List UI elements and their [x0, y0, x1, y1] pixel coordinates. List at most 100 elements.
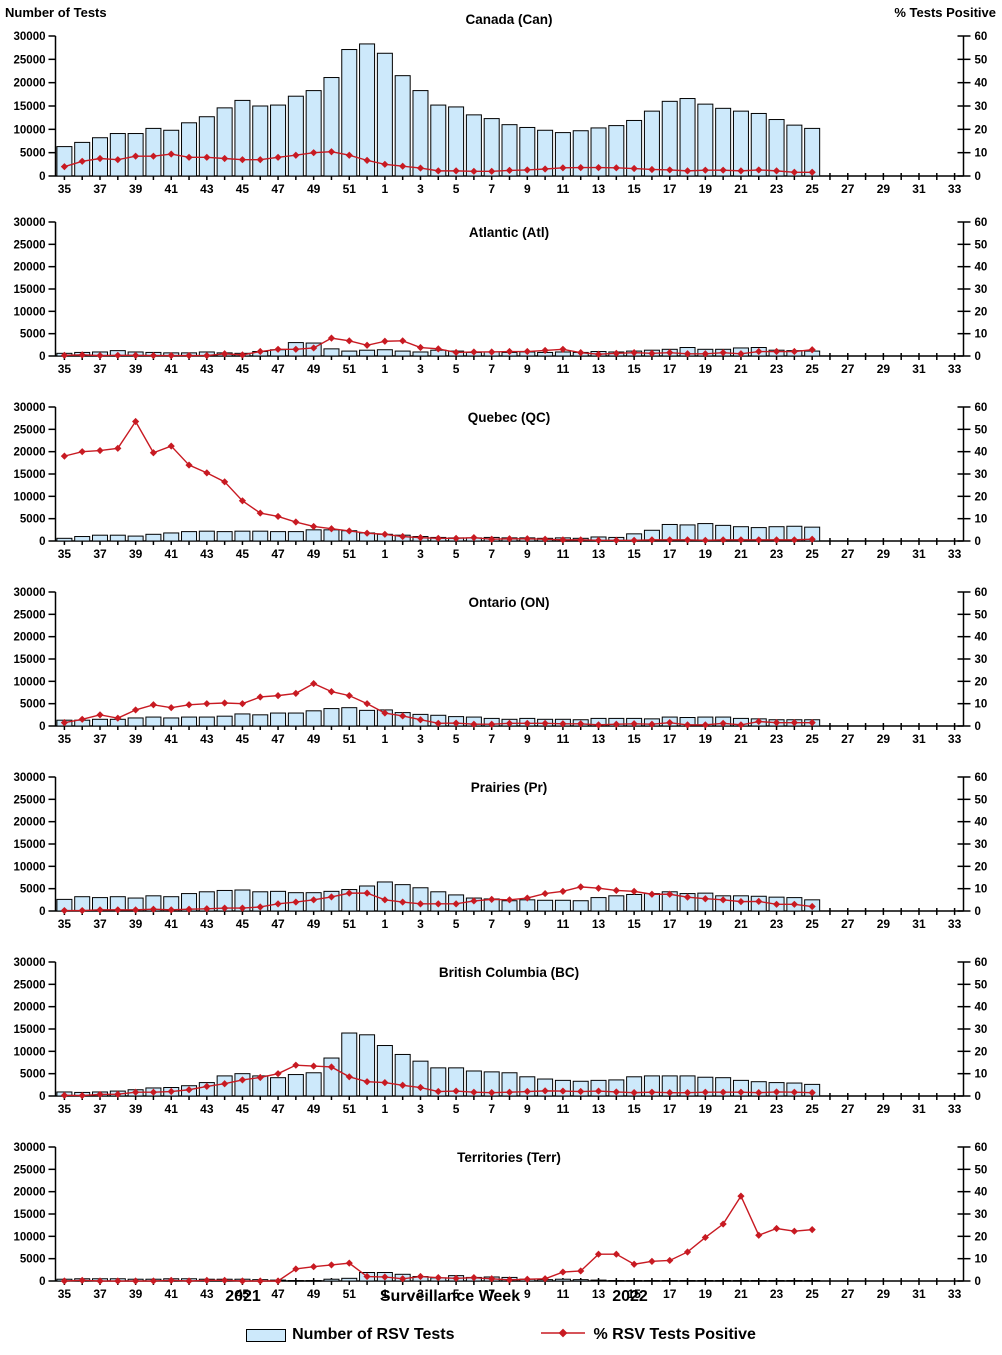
x-tick-label: 37: [93, 182, 107, 196]
right-tick-label: 40: [975, 632, 988, 644]
x-tick-label: 39: [129, 182, 143, 196]
left-axis-title: Number of Tests: [5, 5, 107, 20]
chart-panel-7: Territories (Terr) 0 5000 10000 15000 20000 25…: [14, 1142, 988, 1301]
x-tick-label: 39: [129, 547, 143, 561]
left-tick-label: 20000: [14, 1002, 46, 1014]
x-tick-label: 33: [948, 362, 962, 376]
x-tick-label: 43: [200, 547, 214, 561]
x-tick-label: 33: [948, 917, 962, 931]
x-tick-label: 23: [770, 1102, 784, 1116]
x-tick-label: 39: [129, 1287, 143, 1301]
left-tick-label: 25000: [14, 239, 46, 251]
x-tick-label: 47: [271, 732, 285, 746]
pct-positive-line: [64, 1194, 813, 1282]
axes: [48, 221, 971, 360]
chart-panel-1: Canada (Can)0500010000150002000025000300…: [14, 12, 988, 196]
x-tick-label: 31: [912, 1102, 926, 1116]
left-tick-label: 5000: [20, 514, 46, 526]
x-tick-label: 27: [841, 917, 855, 931]
x-tick-label: 9: [524, 547, 531, 561]
x-tick-label: 27: [841, 1287, 855, 1301]
x-tick-label: 29: [877, 547, 891, 561]
x-tick-label: 31: [912, 917, 926, 931]
panel-title: Canada (Can): [465, 12, 552, 27]
x-tick-label: 39: [129, 917, 143, 931]
x-tick-label: 7: [488, 182, 495, 196]
x-tick-label: 47: [271, 917, 285, 931]
x-tick-label: 1: [382, 917, 389, 931]
x-tick-label: 39: [129, 362, 143, 376]
left-tick-label: 0: [39, 171, 45, 183]
left-tick-label: 30000: [14, 1142, 46, 1154]
pct-positive-line: [64, 420, 813, 542]
x-tick-label: 23: [770, 182, 784, 196]
right-tick-label: 40: [975, 817, 988, 829]
x-tick-label: 29: [877, 362, 891, 376]
x-tick-label: 11: [557, 732, 570, 746]
right-tick-label: 10: [975, 329, 988, 341]
right-tick-label: 40: [975, 78, 988, 90]
left-tick-label: 0: [39, 536, 45, 548]
left-tick-label: 25000: [14, 794, 46, 806]
left-tick-label: 20000: [14, 447, 46, 459]
panel-title: British Columbia (BC): [439, 965, 579, 980]
x-tick-label: 39: [129, 1102, 143, 1116]
x-tick-label: 51: [343, 362, 357, 376]
x-tick-label: 19: [699, 1287, 713, 1301]
x-tick-label: 13: [592, 1102, 606, 1116]
x-tick-label: 5: [453, 732, 460, 746]
left-tick-label: 5000: [20, 148, 46, 160]
right-tick-label: 50: [975, 1164, 988, 1176]
left-tick-label: 20000: [14, 262, 46, 274]
x-tick-label: 47: [271, 182, 285, 196]
x-tick-label: 7: [488, 732, 495, 746]
x-tick-label: 15: [627, 182, 641, 196]
right-tick-label: 30: [975, 101, 988, 113]
x-tick-label: 15: [627, 1287, 641, 1301]
right-tick-label: 40: [975, 1187, 988, 1199]
x-tick-label: 47: [271, 362, 285, 376]
x-tick-label: 43: [200, 182, 214, 196]
right-tick-label: 30: [975, 1209, 988, 1221]
left-tick-label: 20000: [14, 78, 46, 90]
x-tick-label: 15: [627, 732, 641, 746]
legend-bar-label: Number of RSV Tests: [292, 1326, 455, 1343]
x-tick-label: 51: [343, 732, 357, 746]
x-tick-label: 25: [805, 1102, 819, 1116]
x-tick-label: 25: [805, 547, 819, 561]
right-tick-label: 20: [975, 861, 988, 873]
x-tick-label: 21: [734, 547, 748, 561]
pct-positive-markers: [60, 148, 816, 176]
x-tick-label: 3: [417, 732, 424, 746]
x-tick-label: 23: [770, 1287, 784, 1301]
x-tick-label: 15: [627, 1102, 641, 1116]
x-axis-title: Surveillance Week: [379, 1288, 521, 1305]
right-tick-label: 50: [975, 424, 988, 436]
x-tick-label: 9: [524, 182, 531, 196]
x-tick-label: 29: [877, 1287, 891, 1301]
right-tick-label: 60: [975, 402, 988, 414]
right-tick-label: 10: [975, 1069, 988, 1081]
pct-positive-markers: [60, 1192, 816, 1285]
x-tick-label: 21: [734, 1102, 748, 1116]
x-tick-label: 1: [382, 182, 389, 196]
left-tick-label: 15000: [14, 1209, 46, 1221]
x-tick-label: 37: [93, 362, 107, 376]
left-tick-label: 10000: [14, 1046, 46, 1058]
x-tick-label: 41: [165, 182, 179, 196]
x-axis-footer: 2021 Surveillance Week 2022: [0, 1288, 1002, 1310]
x-tick-label: 21: [734, 362, 748, 376]
left-tick-label: 0: [39, 1276, 45, 1288]
line-swatch-icon: [539, 1326, 587, 1345]
right-tick-label: 10: [975, 699, 988, 711]
x-tick-label: 31: [912, 362, 926, 376]
x-tick-label: 41: [165, 547, 179, 561]
left-tick-label: 10000: [14, 1231, 46, 1243]
tests-bars: [56, 43, 821, 177]
x-tick-label: 11: [557, 362, 570, 376]
left-tick-label: 0: [39, 1091, 45, 1103]
x-tick-label: 41: [165, 917, 179, 931]
x-tick-label: 31: [912, 547, 926, 561]
year-2021-label: 2021: [225, 1288, 261, 1305]
